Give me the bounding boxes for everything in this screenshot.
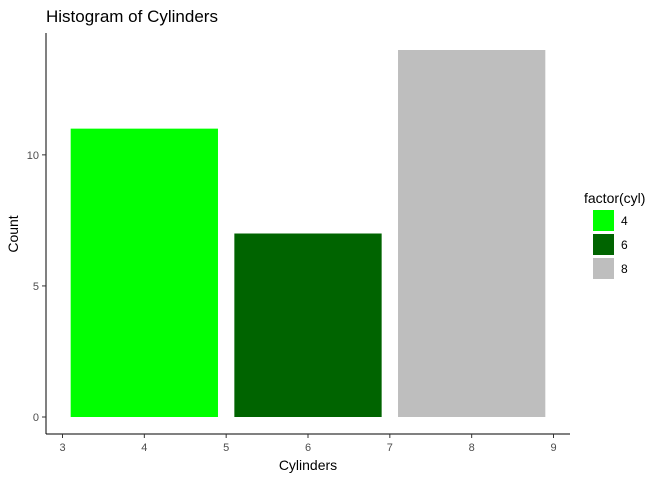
legend-label-6: 6 [621,238,628,252]
x-tick-label: 8 [469,442,475,454]
y-tick-label: 10 [27,150,39,162]
x-tick-label: 9 [550,442,556,454]
x-tick-label: 7 [387,442,393,454]
x-axis-title: Cylinders [279,457,337,473]
plot-area [70,50,546,417]
y-axis-title: Count [5,215,21,252]
x-tick-label: 6 [305,442,311,454]
bar-cyl-4 [70,128,218,417]
legend-swatch-4 [593,210,614,231]
legend-title: factor(cyl) [584,190,645,206]
x-tick-label: 4 [141,442,147,454]
y-tick-label: 5 [33,281,39,293]
bar-cyl-6 [234,233,382,417]
legend-swatch-8 [593,258,614,279]
x-tick-label: 3 [59,442,65,454]
x-axis-ticks: 3 4 5 6 7 8 9 [59,434,557,454]
chart-title: Histogram of Cylinders [46,7,218,26]
bar-cyl-8 [398,50,546,417]
legend-label-8: 8 [621,262,628,276]
x-tick-label: 5 [223,442,229,454]
y-axis-ticks: 0 5 10 [27,150,46,424]
legend-swatch-6 [593,234,614,255]
y-tick-label: 0 [33,412,39,424]
legend-label-4: 4 [621,214,628,228]
legend: factor(cyl) 4 6 8 [584,190,645,279]
